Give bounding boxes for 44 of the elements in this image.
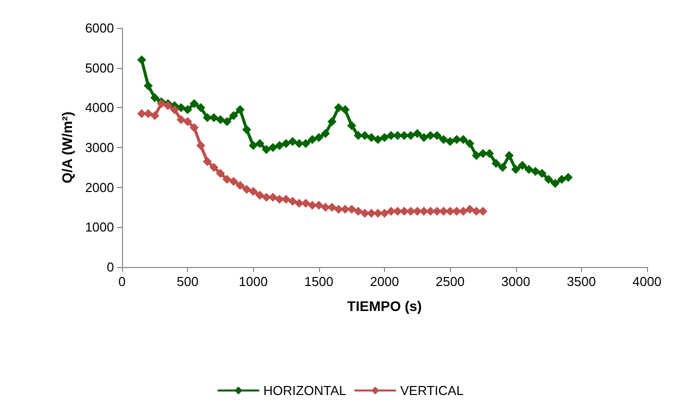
- x-tick-label: 2500: [436, 274, 465, 289]
- point: [236, 180, 245, 190]
- point: [255, 190, 264, 200]
- point: [282, 194, 291, 204]
- x-tick-label: 3000: [501, 274, 530, 289]
- y-tick-label: 6000: [85, 20, 114, 36]
- point: [229, 176, 238, 186]
- y-tick-label: 5000: [85, 60, 114, 76]
- y-tick-label: 1000: [85, 220, 114, 235]
- point: [170, 105, 179, 114]
- x-tick-label: 4000: [632, 274, 662, 289]
- point: [209, 162, 218, 172]
- y-tick-label: 4000: [85, 100, 114, 116]
- y-tick-label: 2000: [85, 180, 114, 195]
- point: [190, 123, 199, 132]
- point: [275, 194, 284, 204]
- point: [222, 174, 232, 184]
- x-tick-label: 1000: [238, 274, 268, 289]
- point: [465, 204, 474, 214]
- x-tick-label: 500: [176, 274, 198, 289]
- legend-label: VERTICAL: [400, 383, 464, 398]
- point: [288, 196, 298, 206]
- x-tick-label: 2000: [370, 274, 399, 289]
- legend-label: HORIZONTAL: [263, 383, 346, 398]
- x-axis-title: TIEMPO (s): [347, 298, 422, 314]
- x-tick-label: 0: [118, 274, 126, 289]
- y-tick-label: 3000: [85, 140, 114, 155]
- point: [196, 141, 206, 150]
- point: [150, 111, 160, 120]
- point: [320, 202, 330, 212]
- point: [242, 184, 252, 194]
- point: [354, 206, 363, 216]
- x-tick-label: 1500: [304, 274, 334, 289]
- x-tick-label: 3500: [566, 274, 596, 289]
- point: [380, 208, 389, 218]
- point: [183, 117, 192, 126]
- point: [248, 186, 258, 196]
- point: [202, 156, 212, 166]
- y-tick-label: 0: [106, 260, 114, 274]
- point: [328, 202, 336, 212]
- point: [176, 115, 186, 124]
- y-axis-title: Q/A (W/m²): [59, 112, 75, 184]
- point: [216, 168, 225, 178]
- point: [432, 206, 442, 216]
